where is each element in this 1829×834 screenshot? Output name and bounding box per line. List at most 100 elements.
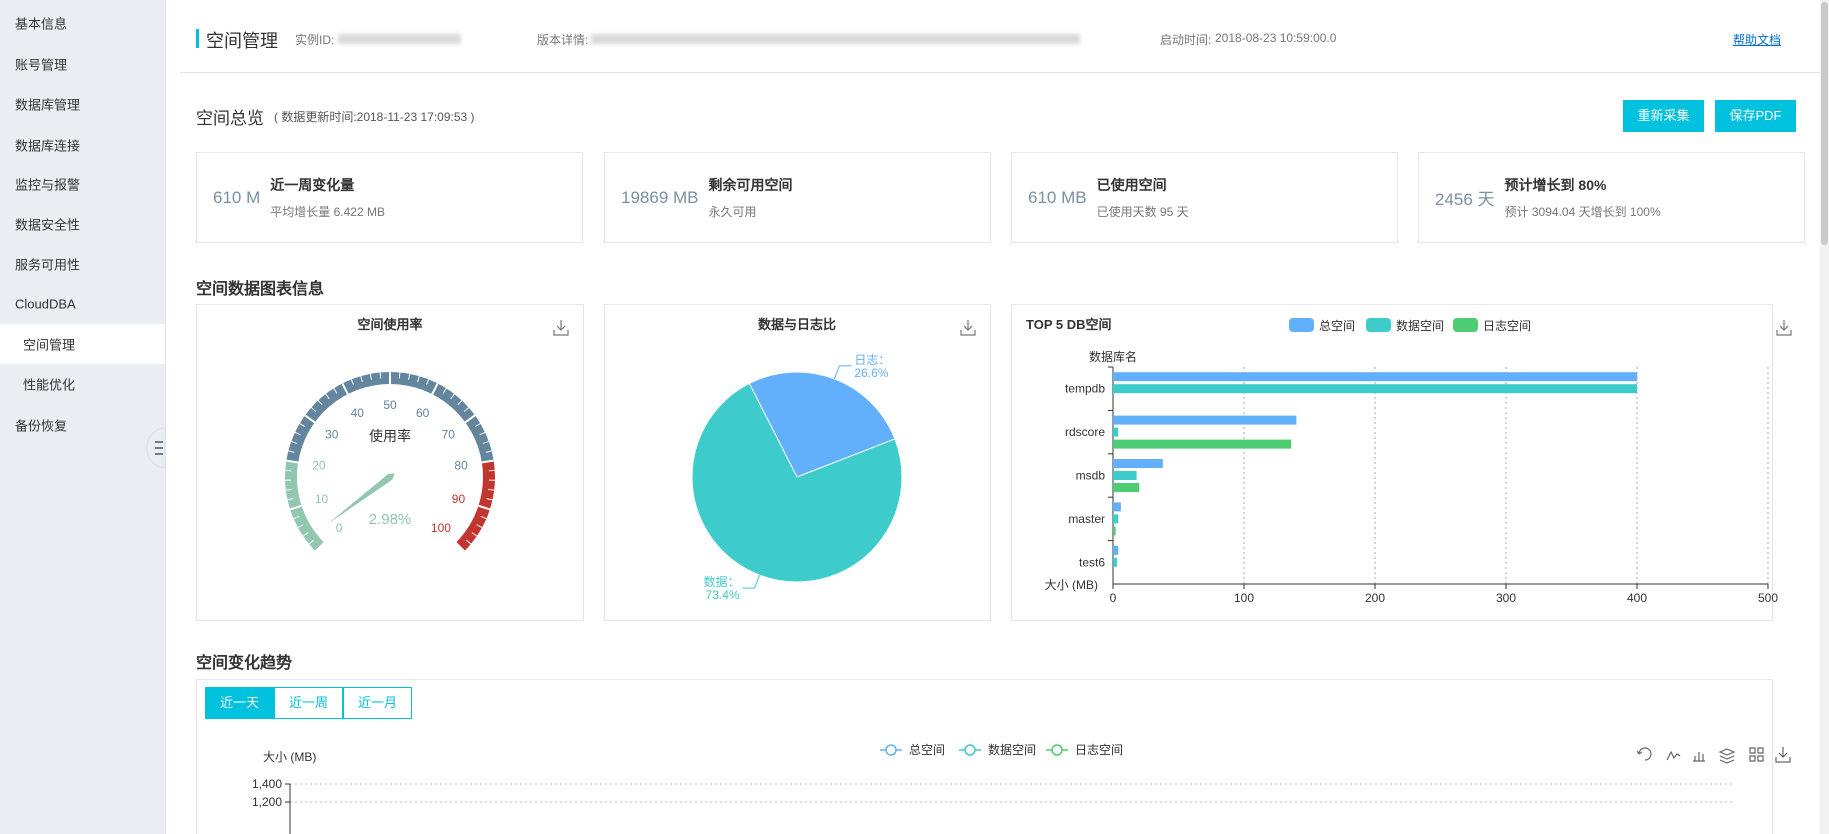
nav-item[interactable]: CloudDBA xyxy=(15,296,76,312)
chart-panel xyxy=(1011,304,1773,621)
nav-item[interactable]: 性能优化 xyxy=(23,377,76,393)
card: 610 MB 已使用空间 已使用天数 95 天 xyxy=(1011,152,1398,243)
x-tick-label: 100 xyxy=(1234,591,1254,605)
card: 2456 天 预计增长到 80% 预计 3094.04 天增长到 100% xyxy=(1418,152,1805,243)
gauge-minor-tick xyxy=(291,440,298,444)
nav-item[interactable]: 空间管理 xyxy=(23,337,76,353)
help-link[interactable]: 帮助文档 xyxy=(1733,33,1782,47)
blurred-text xyxy=(338,34,461,44)
gauge-minor-tick xyxy=(457,400,463,406)
nav-item[interactable]: 基本信息 xyxy=(15,16,68,32)
card-title: 剩余可用空间 xyxy=(708,177,793,193)
instance-id-label: 实例ID: xyxy=(295,33,335,47)
bar xyxy=(1113,372,1637,382)
pie-leader xyxy=(742,574,761,589)
stack-icon[interactable] xyxy=(1718,748,1736,764)
bar xyxy=(1113,415,1297,425)
gauge-minor-tick xyxy=(285,488,292,491)
card-value: 19869 MB xyxy=(621,187,699,207)
title-bar xyxy=(196,29,199,48)
collapse-handle[interactable] xyxy=(146,427,166,469)
pie-slice xyxy=(691,382,903,583)
gauge-minor-tick xyxy=(482,440,489,444)
active-row xyxy=(0,324,165,364)
card-text: 预计增长到 80% 预计 3094.04 天增长到 100% xyxy=(1505,175,1661,220)
y-tick-label: master xyxy=(1068,512,1105,526)
nav-item[interactable]: 数据安全性 xyxy=(15,217,81,233)
button[interactable]: 保存PDF xyxy=(1715,100,1796,132)
bar xyxy=(1113,384,1637,394)
nav-item[interactable]: 数据库连接 xyxy=(15,138,81,154)
card-detail: 平均增长量 6.422 MB xyxy=(270,205,385,219)
pie-label: 数据： xyxy=(704,574,740,589)
gauge-band xyxy=(455,460,495,552)
gauge-minor-tick xyxy=(488,488,495,491)
bar xyxy=(1113,459,1163,468)
nav-item[interactable]: 账号管理 xyxy=(15,57,68,73)
card-text: 已使用空间 已使用天数 95 天 xyxy=(1097,175,1189,220)
x-tick-label: 200 xyxy=(1365,591,1385,605)
gauge-pointer xyxy=(327,473,395,524)
gauge-minor-tick xyxy=(398,372,401,379)
tab[interactable]: 近一周 xyxy=(274,687,343,719)
nav-item[interactable]: 监控与报警 xyxy=(15,177,81,193)
legend-swatch xyxy=(1453,318,1478,332)
card-title: 已使用空间 xyxy=(1096,177,1167,193)
tab[interactable]: 近一月 xyxy=(343,687,412,719)
chart-panel xyxy=(604,304,991,621)
gauge-tick xyxy=(304,414,317,425)
scrollbar-thumb[interactable] xyxy=(1821,2,1828,245)
gauge-minor-tick xyxy=(317,400,323,406)
section-title: 空间总览 xyxy=(196,109,264,128)
card-detail: 永久可用 xyxy=(708,205,757,219)
gauge-tick xyxy=(430,382,439,397)
main xyxy=(165,0,1819,834)
gauge-minor-tick xyxy=(463,407,470,412)
x-tick-label: 300 xyxy=(1496,591,1516,605)
legend-label: 日志空间 xyxy=(1075,743,1123,757)
download-icon[interactable] xyxy=(553,320,569,336)
nav-item[interactable]: 服务可用性 xyxy=(15,257,81,273)
toolbox[interactable] xyxy=(1636,747,1791,764)
tiled-icon[interactable] xyxy=(1749,747,1764,762)
pie-leader xyxy=(833,365,852,380)
gauge-minor-tick xyxy=(471,532,478,537)
tab[interactable]: 近一天 xyxy=(205,687,274,719)
y-tick-label: msdb xyxy=(1076,469,1106,483)
gauge-tick xyxy=(315,540,327,552)
y-axis-title: 数据库名 xyxy=(1089,349,1137,364)
legend-label: 数据空间 xyxy=(1396,318,1444,333)
download-icon[interactable] xyxy=(1775,747,1791,763)
chart-title: TOP 5 DB空间 xyxy=(1026,317,1111,332)
bar-icon[interactable] xyxy=(1693,752,1705,762)
card-detail: 预计 3094.04 天增长到 100% xyxy=(1504,205,1661,219)
gauge-minor-tick xyxy=(299,423,306,428)
pie-value-label: 73.4% xyxy=(706,588,740,602)
start-time: 2018-08-23 10:59:00.0 xyxy=(1215,31,1337,45)
gauge-minor-tick xyxy=(310,407,317,412)
button[interactable]: 重新采集 xyxy=(1623,100,1704,132)
download-icon[interactable] xyxy=(1776,320,1792,336)
nav-item[interactable]: 数据库管理 xyxy=(15,97,81,113)
gauge-tick xyxy=(453,540,465,552)
gauge-tick xyxy=(479,459,494,464)
gauge-minor-tick xyxy=(369,373,372,380)
gauge-tick-label: 30 xyxy=(325,428,339,442)
version-label: 版本详情: xyxy=(537,33,589,47)
gauge-tick xyxy=(289,504,304,511)
card-text: 近一周变化量平均增长量 6.422 MB xyxy=(270,175,385,220)
page-title: 空间管理 xyxy=(206,31,278,51)
gauge-tick xyxy=(341,382,350,397)
scrollbar[interactable] xyxy=(1820,0,1829,834)
line-icon[interactable] xyxy=(1666,750,1681,761)
gauge-minor-tick xyxy=(297,524,304,529)
nav-item[interactable]: 备份恢复 xyxy=(15,418,68,434)
gauge-minor-tick xyxy=(350,379,355,386)
card-title: 近一周变化量 xyxy=(270,177,355,193)
section-title: 空间变化趋势 xyxy=(196,655,293,672)
download-icon[interactable] xyxy=(960,320,976,336)
gauge-band xyxy=(285,460,325,552)
gauge-minor-tick xyxy=(476,524,483,529)
restore-icon[interactable] xyxy=(1636,747,1652,761)
